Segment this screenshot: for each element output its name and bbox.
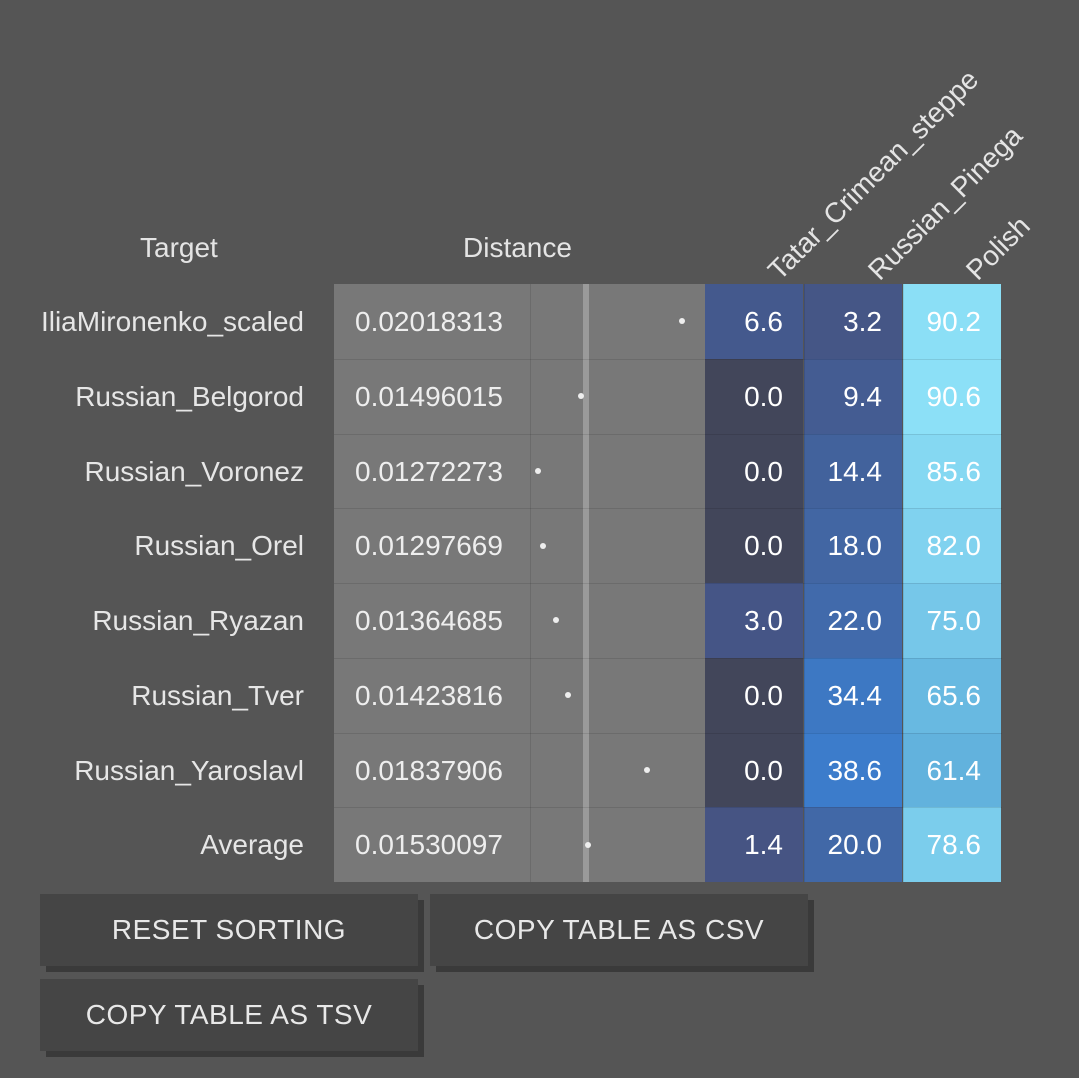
row-distance-value: 0.01297669 xyxy=(355,530,503,562)
row-percentage-cell: 61.4 xyxy=(903,732,1001,808)
row-distance-value: 0.01423816 xyxy=(355,679,503,711)
row-percentage-cell: 75.0 xyxy=(903,583,1001,658)
row-target-label: Russian_Yaroslavl xyxy=(74,754,304,786)
row-divider xyxy=(334,658,1002,659)
column-divider xyxy=(903,284,904,882)
distance-dot xyxy=(565,692,571,698)
row-percentage-cell: 1.4 xyxy=(705,807,803,883)
column-divider xyxy=(530,284,531,882)
distance-dot xyxy=(540,543,546,549)
row-divider xyxy=(334,733,1002,734)
row-percentage-cell: 0.0 xyxy=(705,508,803,584)
row-divider xyxy=(334,359,1002,360)
row-percentage-cell: 65.6 xyxy=(903,657,1001,733)
row-percentage-cell: 85.6 xyxy=(903,433,1001,509)
distance-dot xyxy=(585,842,591,848)
row-divider xyxy=(334,434,1002,435)
row-distance-value: 0.01364685 xyxy=(355,605,503,636)
row-percentage-cell: 0.0 xyxy=(705,732,803,808)
copy-csv-button[interactable]: COPY TABLE AS CSV xyxy=(430,894,808,966)
row-percentage-cell: 34.4 xyxy=(804,657,902,733)
reset-sorting-button[interactable]: RESET SORTING xyxy=(40,894,418,966)
row-distance-value: 0.01837906 xyxy=(355,754,503,786)
row-percentage-cell: 38.6 xyxy=(804,732,902,808)
row-percentage-cell: 90.6 xyxy=(903,358,1001,434)
distance-average-line xyxy=(583,284,589,882)
distance-dot xyxy=(578,393,584,399)
row-distance-value: 0.01530097 xyxy=(355,829,503,861)
row-percentage-cell: 3.0 xyxy=(705,583,803,658)
distance-column-background xyxy=(334,284,705,882)
row-target-label: Russian_Belgorod xyxy=(75,380,304,412)
row-target-label: IliaMironenko_scaled xyxy=(40,306,304,337)
row-percentage-cell: 78.6 xyxy=(903,807,1001,883)
row-distance-value: 0.02018313 xyxy=(355,306,503,337)
row-divider xyxy=(334,807,1002,808)
row-percentage-cell: 9.4 xyxy=(804,358,902,434)
row-target-label: Russian_Tver xyxy=(131,679,304,711)
row-distance-value: 0.01496015 xyxy=(355,380,503,412)
row-target-label: Russian_Voronez xyxy=(84,455,304,487)
row-percentage-cell: 22.0 xyxy=(804,583,902,658)
column-divider xyxy=(804,284,805,882)
copy-tsv-button[interactable]: COPY TABLE AS TSV xyxy=(40,979,418,1051)
column-header-distance[interactable]: Distance xyxy=(463,232,572,263)
row-percentage-cell: 0.0 xyxy=(705,657,803,733)
distance-dot xyxy=(644,767,650,773)
column-header-polish[interactable]: Polish xyxy=(960,210,1036,286)
row-target-label: Russian_Orel xyxy=(134,530,304,562)
row-percentage-cell: 0.0 xyxy=(705,358,803,434)
row-percentage-cell: 3.2 xyxy=(804,284,902,359)
row-percentage-cell: 82.0 xyxy=(903,508,1001,584)
distance-dot xyxy=(535,468,541,474)
row-divider xyxy=(334,508,1002,509)
row-percentage-cell: 90.2 xyxy=(903,284,1001,359)
row-percentage-cell: 0.0 xyxy=(705,433,803,509)
row-percentage-cell: 14.4 xyxy=(804,433,902,509)
row-target-label: Russian_Ryazan xyxy=(92,605,304,636)
distance-dot xyxy=(553,617,559,623)
row-distance-value: 0.01272273 xyxy=(355,455,503,487)
row-percentage-cell: 20.0 xyxy=(804,807,902,883)
row-percentage-cell: 6.6 xyxy=(705,284,803,359)
row-percentage-cell: 18.0 xyxy=(804,508,902,584)
column-header-target[interactable]: Target xyxy=(140,232,218,263)
row-divider xyxy=(334,583,1002,584)
row-target-label: Average xyxy=(200,829,304,861)
distance-dot xyxy=(679,318,685,324)
